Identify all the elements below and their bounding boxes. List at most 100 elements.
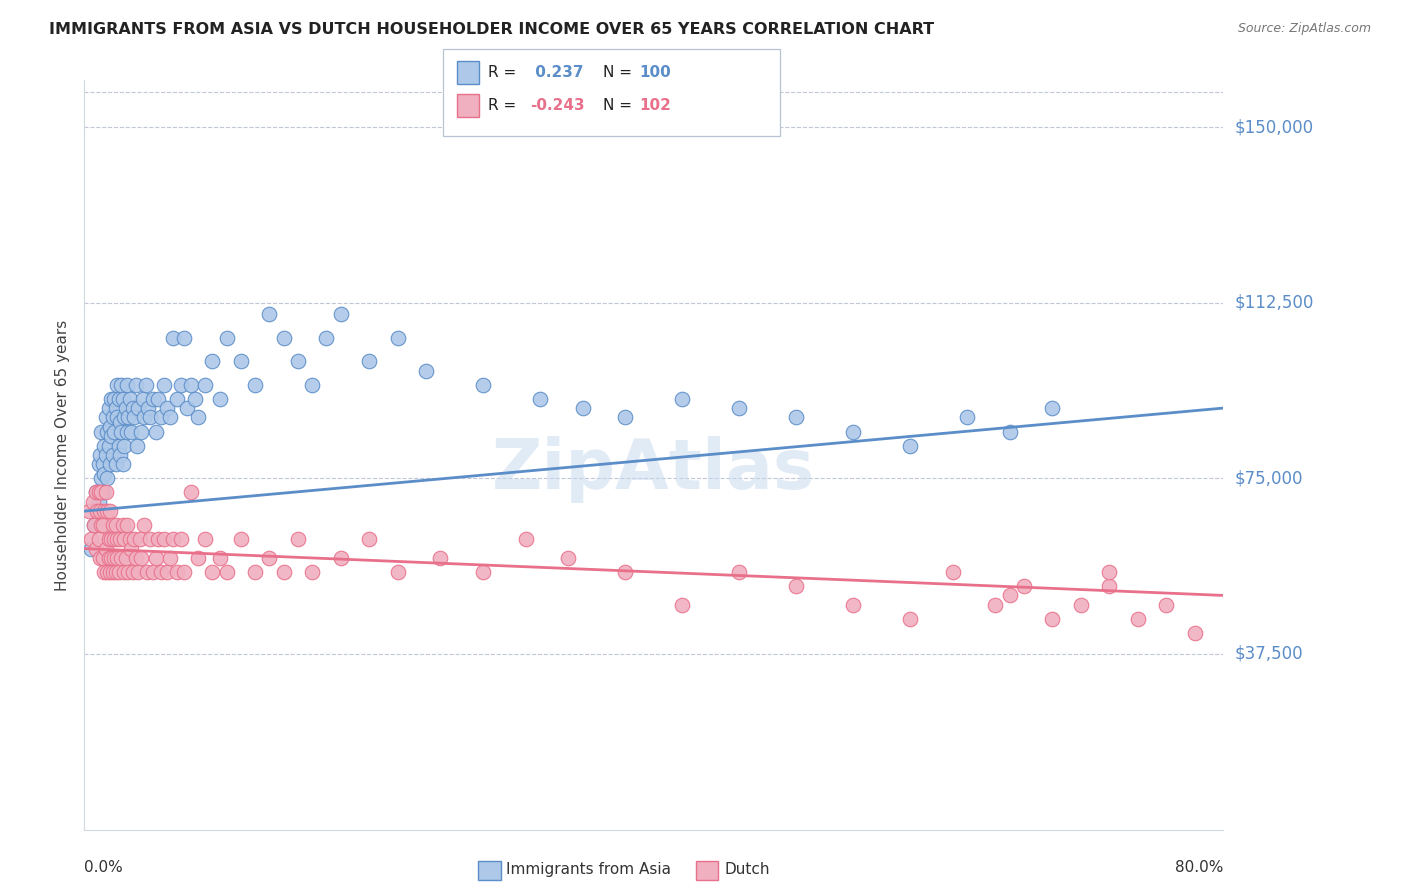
Point	[148, 532, 170, 546]
Point	[215, 565, 238, 579]
Point	[145, 425, 167, 439]
Point	[103, 425, 125, 439]
Point	[93, 439, 115, 453]
Point	[229, 354, 252, 368]
Point	[105, 377, 128, 392]
Point	[108, 448, 131, 462]
Point	[87, 532, 110, 546]
Point	[80, 541, 103, 556]
Point	[97, 439, 120, 453]
Point	[125, 439, 148, 453]
Point	[103, 551, 125, 566]
Point	[194, 377, 217, 392]
Point	[301, 565, 323, 579]
Point	[728, 401, 751, 416]
Point	[104, 518, 127, 533]
Point	[166, 392, 188, 406]
Text: 100: 100	[640, 65, 672, 79]
Point	[1070, 598, 1092, 612]
Point	[87, 494, 110, 508]
Point	[1156, 598, 1178, 612]
Point	[111, 392, 134, 406]
Point	[156, 565, 179, 579]
Point	[301, 377, 323, 392]
Point	[229, 532, 252, 546]
Point	[515, 532, 537, 546]
Point	[112, 439, 135, 453]
Point	[100, 532, 122, 546]
Point	[170, 532, 193, 546]
Point	[156, 401, 179, 416]
Point	[134, 410, 156, 425]
Point	[98, 565, 121, 579]
Point	[162, 532, 184, 546]
Point	[259, 551, 281, 566]
Point	[287, 532, 309, 546]
Point	[998, 425, 1021, 439]
Point	[139, 410, 162, 425]
Point	[110, 551, 132, 566]
Point	[273, 565, 295, 579]
Point	[671, 598, 693, 612]
Point	[107, 565, 129, 579]
Point	[162, 331, 184, 345]
Point	[93, 565, 115, 579]
Point	[90, 485, 112, 500]
Point	[159, 410, 181, 425]
Point	[111, 457, 134, 471]
Point	[108, 532, 131, 546]
Point	[842, 425, 865, 439]
Point	[359, 532, 381, 546]
Point	[117, 410, 139, 425]
Point	[134, 518, 156, 533]
Point	[94, 541, 117, 556]
Text: 0.237: 0.237	[530, 65, 583, 79]
Point	[176, 401, 198, 416]
Point	[842, 598, 865, 612]
Text: $150,000: $150,000	[1234, 118, 1313, 136]
Point	[93, 467, 115, 481]
Point	[103, 532, 125, 546]
Point	[117, 565, 139, 579]
Text: $112,500: $112,500	[1234, 293, 1313, 311]
Point	[153, 377, 176, 392]
Point	[1042, 612, 1064, 626]
Point	[136, 565, 159, 579]
Point	[984, 598, 1007, 612]
Point	[77, 504, 100, 518]
Point	[111, 518, 134, 533]
Point	[100, 392, 122, 406]
Point	[245, 565, 267, 579]
Point	[103, 392, 125, 406]
Point	[121, 401, 143, 416]
Point	[97, 401, 120, 416]
Point	[245, 377, 267, 392]
Point	[84, 485, 107, 500]
Point	[956, 410, 979, 425]
Point	[614, 565, 637, 579]
Point	[108, 415, 131, 429]
Point	[114, 551, 136, 566]
Point	[132, 392, 155, 406]
Point	[89, 504, 111, 518]
Point	[90, 425, 112, 439]
Point	[1042, 401, 1064, 416]
Point	[121, 565, 143, 579]
Point	[1098, 565, 1121, 579]
Text: Source: ZipAtlas.com: Source: ZipAtlas.com	[1237, 22, 1371, 36]
Point	[98, 420, 121, 434]
Text: Dutch: Dutch	[724, 863, 769, 877]
Point	[472, 565, 495, 579]
Point	[142, 392, 165, 406]
Point	[100, 429, 122, 443]
Point	[120, 541, 142, 556]
Point	[166, 565, 188, 579]
Point	[187, 551, 209, 566]
Text: -0.243: -0.243	[530, 98, 585, 112]
Point	[112, 565, 135, 579]
Point	[115, 425, 138, 439]
Point	[127, 565, 149, 579]
Point	[131, 551, 153, 566]
Point	[1184, 626, 1206, 640]
Point	[135, 377, 157, 392]
